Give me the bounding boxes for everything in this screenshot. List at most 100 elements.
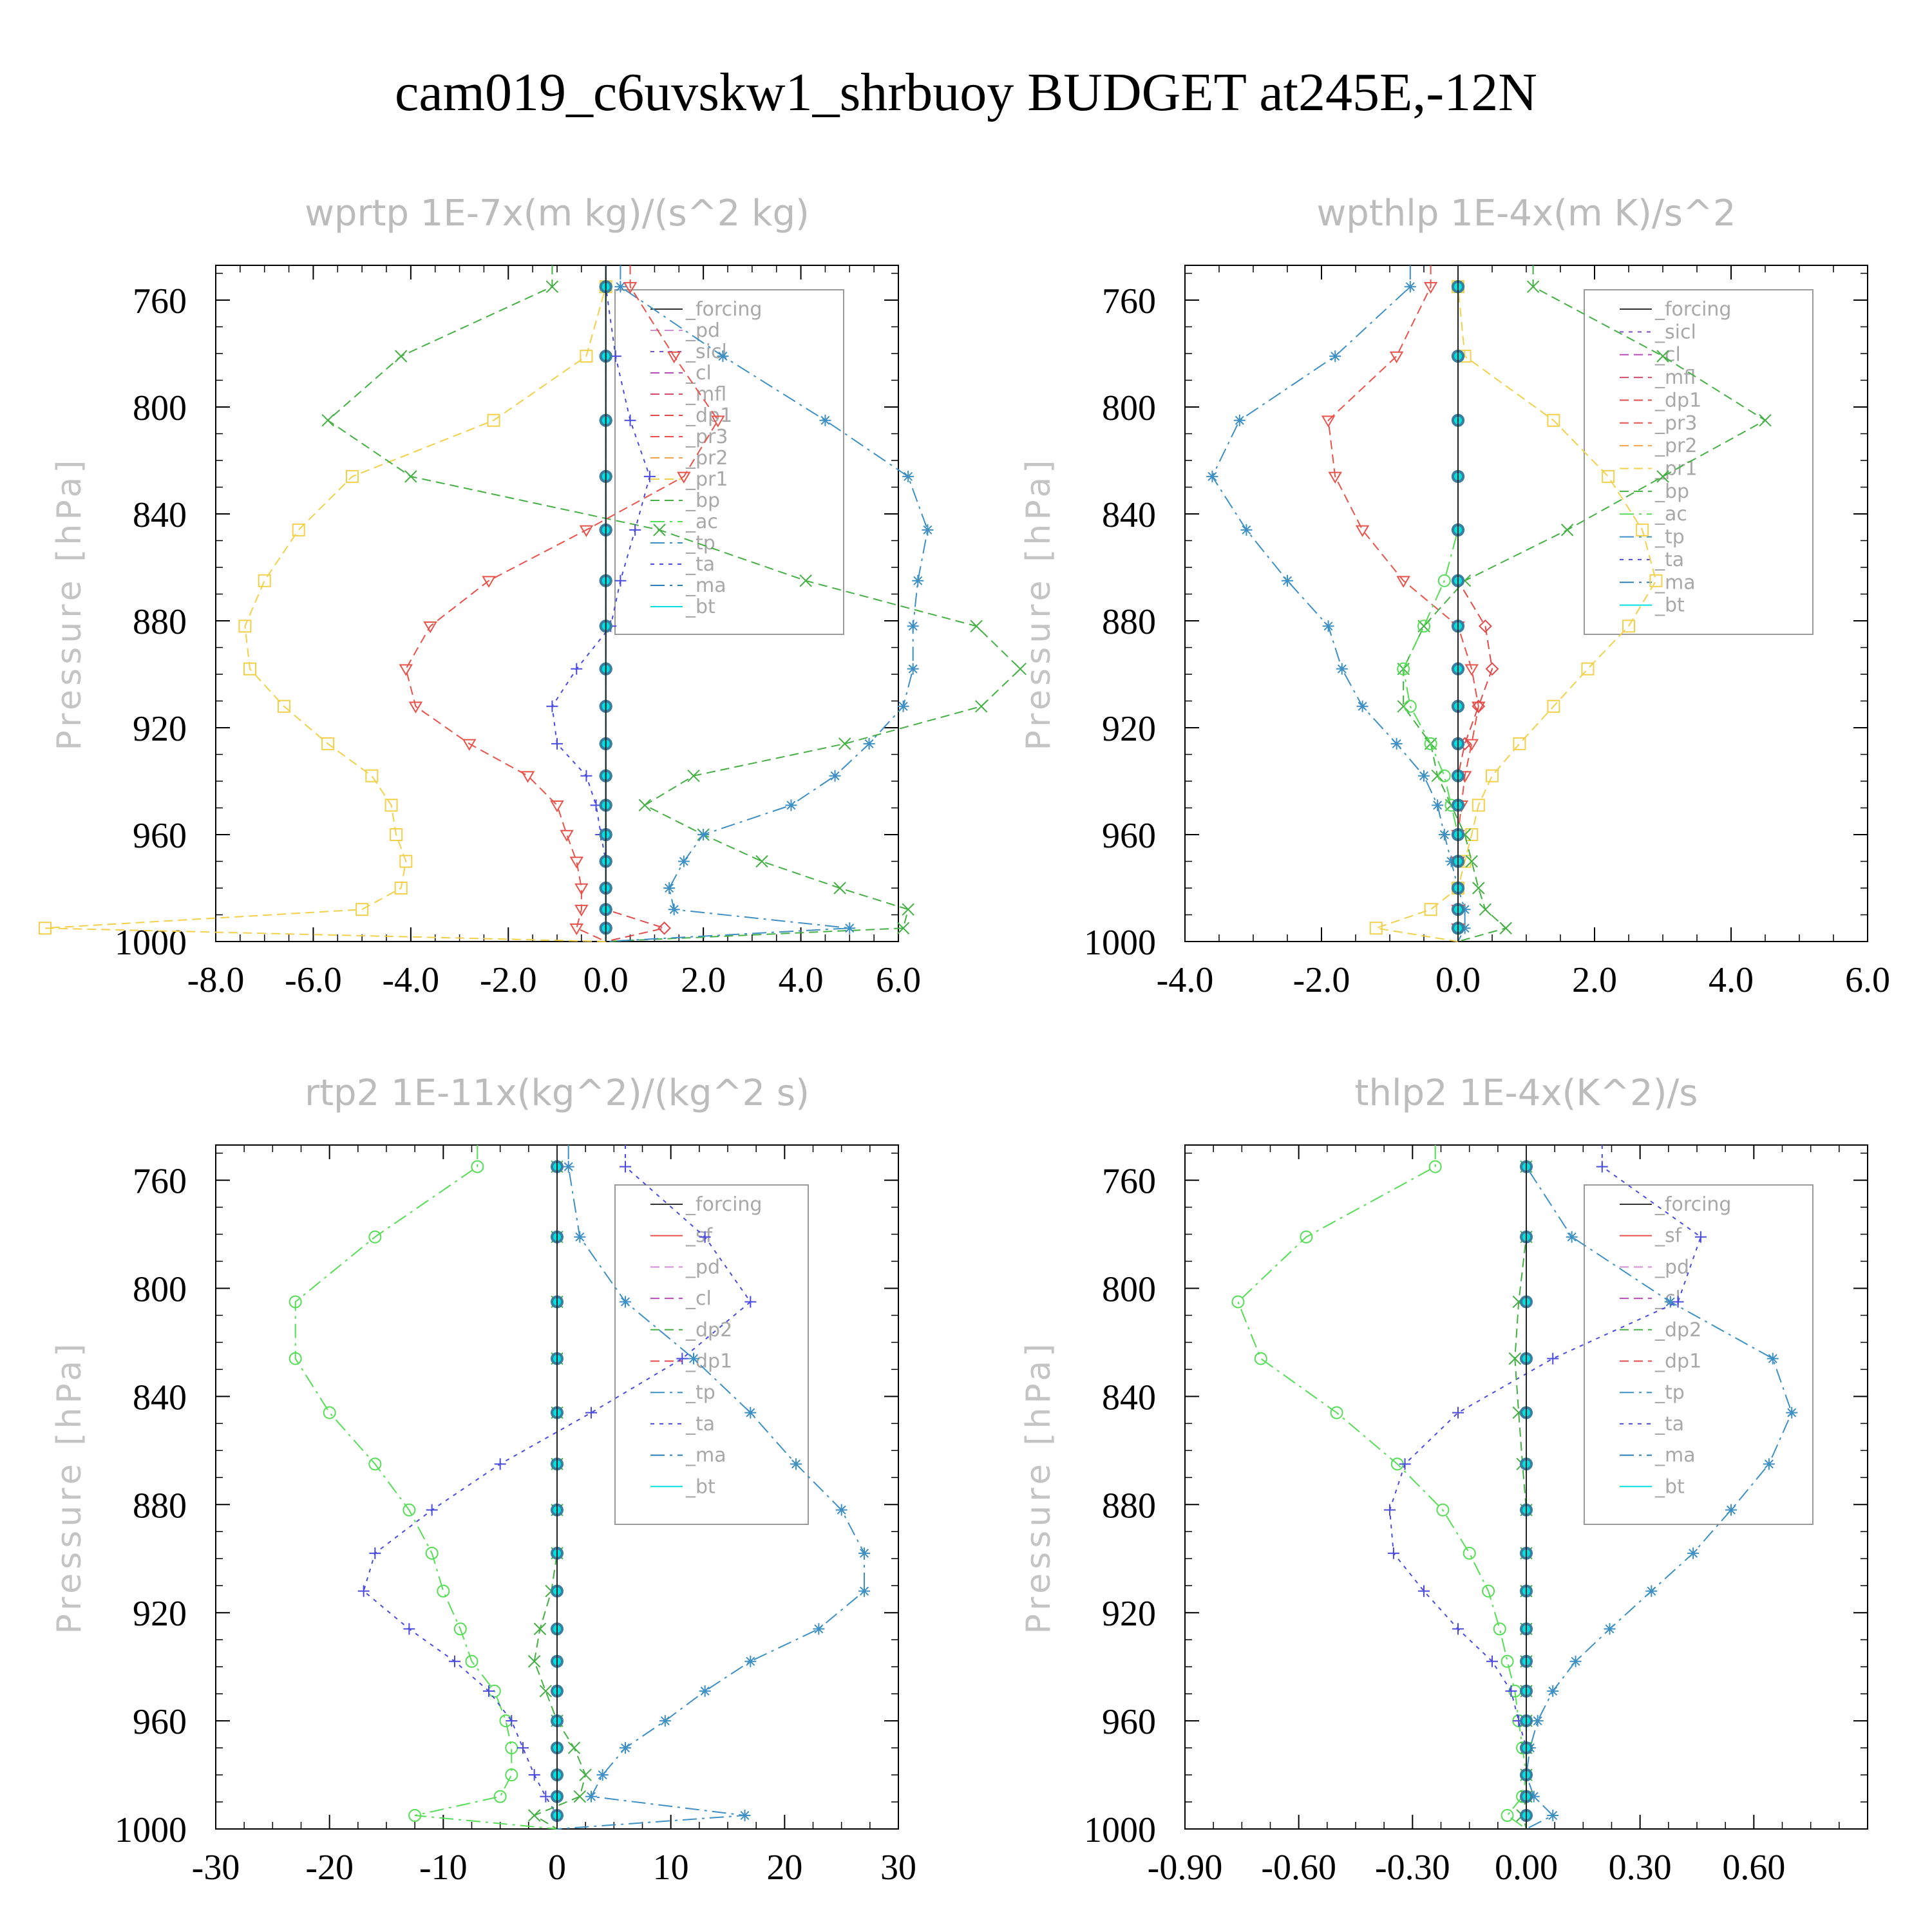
data-point xyxy=(739,1810,751,1822)
data-point xyxy=(697,828,710,840)
legend-label: _pd xyxy=(1654,1256,1689,1278)
y-tick-label: 840 xyxy=(133,1378,187,1417)
data-point xyxy=(1459,904,1471,916)
legend-label: _bt xyxy=(1654,1475,1685,1498)
legend-label: _cl xyxy=(685,1287,712,1310)
data-point xyxy=(1397,662,1410,676)
data-point xyxy=(1547,1685,1559,1697)
data-point xyxy=(1508,1352,1522,1365)
data-point xyxy=(1240,524,1253,536)
data-point xyxy=(1479,903,1492,916)
data-point xyxy=(1604,1623,1616,1635)
data-point xyxy=(677,855,690,867)
data-point xyxy=(659,1715,671,1727)
data-point xyxy=(560,829,574,842)
data-point xyxy=(368,1457,382,1471)
data-point xyxy=(813,1623,825,1635)
data-point xyxy=(574,904,589,917)
legend-label: _bt xyxy=(685,596,715,618)
data-point xyxy=(687,769,700,782)
legend-label: _pr2 xyxy=(685,447,728,469)
legend-label: _ma xyxy=(685,574,726,597)
data-point xyxy=(1602,469,1615,483)
data-point xyxy=(1465,828,1479,841)
data-point xyxy=(394,881,408,895)
data-point xyxy=(39,922,52,935)
data-point xyxy=(1424,903,1437,916)
y-tick-label: 1000 xyxy=(115,923,187,963)
legend-label: _tp xyxy=(685,1381,715,1404)
series-line xyxy=(44,265,607,942)
data-point xyxy=(1417,620,1430,633)
x-tick-label: -30 xyxy=(192,1848,240,1888)
data-point xyxy=(1766,1352,1779,1365)
figure-title: cam019_c6uvskw1_shrbuoy BUDGET at245E,-1… xyxy=(395,62,1537,122)
data-point xyxy=(1356,700,1368,712)
data-point xyxy=(579,1768,592,1781)
series-line xyxy=(1403,265,1459,942)
data-point xyxy=(1694,1231,1707,1243)
legend-label: _tp xyxy=(685,532,715,554)
y-tick-label: 840 xyxy=(1102,1378,1156,1417)
data-point xyxy=(1459,922,1471,934)
data-point xyxy=(1254,1352,1267,1365)
data-point xyxy=(399,855,413,868)
y-tick-label: 960 xyxy=(133,816,187,856)
data-point xyxy=(1725,1504,1737,1516)
legend-label: _dp2 xyxy=(685,1319,732,1341)
data-point xyxy=(465,1654,478,1668)
data-point xyxy=(785,799,797,811)
legend-box xyxy=(1584,289,1814,635)
data-point xyxy=(1464,739,1479,751)
plot-frame xyxy=(215,265,899,942)
data-point xyxy=(585,1406,597,1419)
data-point xyxy=(1513,737,1526,750)
panel-title: thlp2 1E-4x(K^2)/s xyxy=(1355,1072,1698,1114)
series-pr1 xyxy=(1369,265,1663,942)
data-point xyxy=(1547,1352,1559,1365)
series-tp xyxy=(1206,265,1471,942)
y-axis-label: Pressure [hPa] xyxy=(50,457,89,751)
data-point xyxy=(1432,799,1444,811)
x-tick-label: -2.0 xyxy=(1293,960,1350,1000)
data-point xyxy=(437,1584,450,1598)
y-tick-label: 1000 xyxy=(1084,1810,1156,1850)
data-point xyxy=(614,574,627,587)
data-point xyxy=(1472,701,1486,714)
data-point xyxy=(571,663,583,675)
data-point xyxy=(1206,470,1218,482)
y-axis-label: Pressure [hPa] xyxy=(1019,457,1058,751)
data-point xyxy=(1282,574,1293,587)
data-point xyxy=(365,769,379,782)
data-point xyxy=(399,664,413,676)
data-point xyxy=(579,525,594,537)
data-point xyxy=(790,1458,802,1470)
panel-title: wprtp 1E-7x(m kg)/(s^2 kg) xyxy=(305,193,810,234)
panel-3: rtp2 1E-11x(kg^2)/(kg^2 s) Pressure [hPa]… xyxy=(50,1072,916,1888)
legend-label: _sf xyxy=(685,1225,714,1247)
legend-label: _forcing xyxy=(685,298,762,321)
x-tick-label: -0.30 xyxy=(1375,1848,1450,1888)
data-point xyxy=(395,350,408,363)
data-point xyxy=(1438,828,1450,840)
x-tick-label: -20 xyxy=(305,1848,354,1888)
data-point xyxy=(699,1685,711,1697)
legend-box xyxy=(1584,1184,1814,1525)
series-pr3 xyxy=(399,265,725,942)
data-point xyxy=(1656,350,1669,363)
y-tick-label: 840 xyxy=(1102,495,1156,535)
data-point xyxy=(402,1503,416,1517)
y-axis-label: Pressure [hPa] xyxy=(1019,1340,1058,1634)
data-point xyxy=(1656,470,1669,483)
series-line xyxy=(605,265,929,942)
data-point xyxy=(744,1655,757,1667)
data-point xyxy=(1369,922,1383,935)
data-point xyxy=(551,737,563,750)
legend-label: _pd xyxy=(685,1256,720,1278)
y-tick-label: 1000 xyxy=(115,1810,187,1850)
data-point xyxy=(1396,576,1410,588)
x-tick-label: 0.00 xyxy=(1495,1848,1558,1888)
data-point xyxy=(1501,1809,1514,1823)
data-point xyxy=(550,800,564,813)
